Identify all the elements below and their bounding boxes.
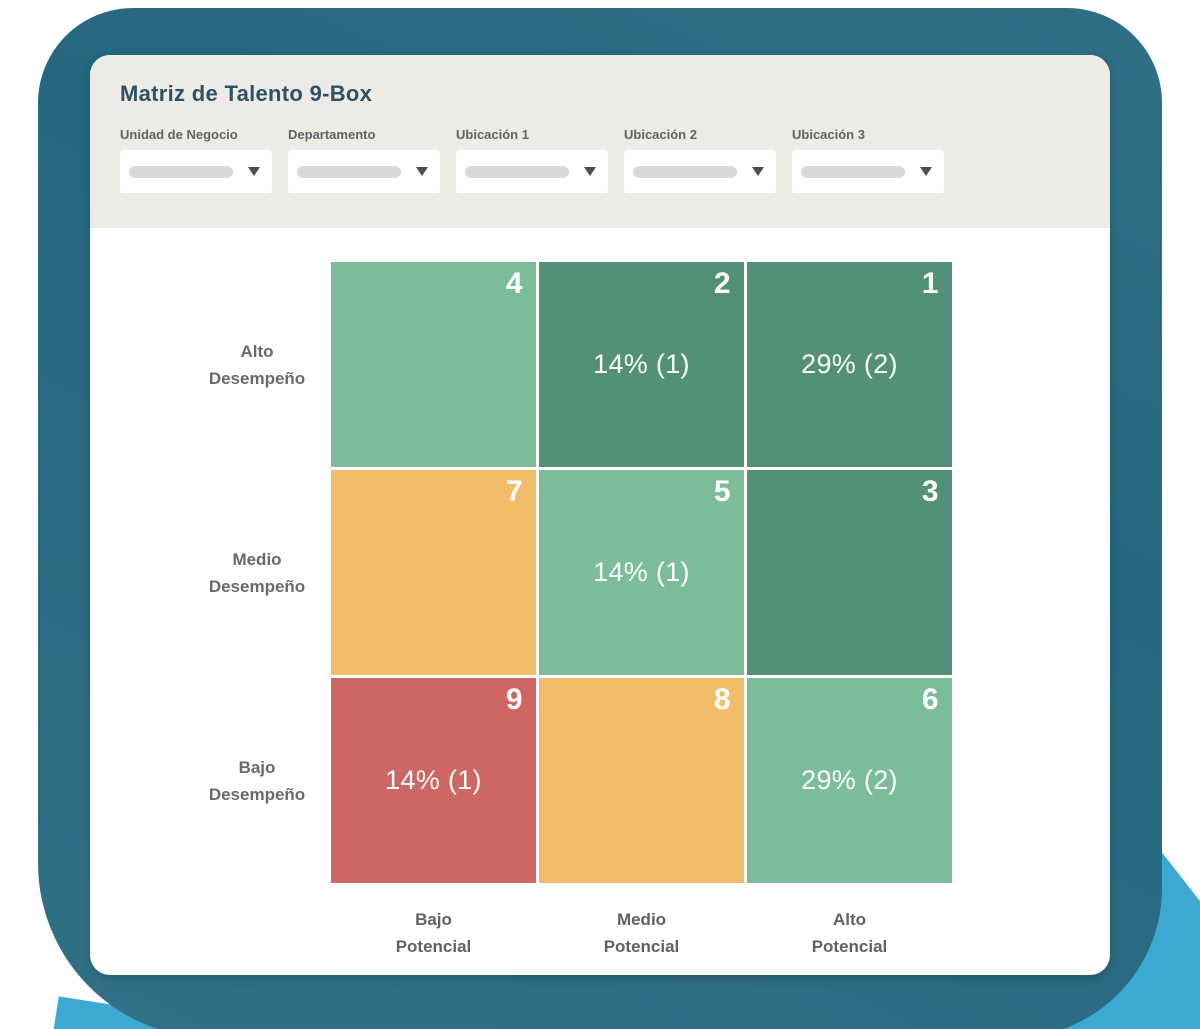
- row-label-line: Medio: [232, 549, 282, 569]
- x-axis-labels: Bajo Potencial Medio Potencial Alto Pote…: [331, 898, 952, 960]
- matrix-cell-8[interactable]: 8: [539, 678, 744, 883]
- card-header: Matriz de Talento 9-Box Unidad de Negoci…: [90, 55, 1110, 228]
- col-label-line: Alto: [832, 910, 867, 929]
- cell-value: 14% (1): [593, 349, 690, 379]
- filter-unidad-de-negocio: Unidad de Negocio: [120, 127, 272, 193]
- cell-number: 7: [505, 475, 523, 508]
- cell-value: [539, 678, 744, 883]
- cell-number: 8: [713, 683, 731, 716]
- filter-ubicacion-1: Ubicación 1: [456, 127, 608, 193]
- filter-label: Unidad de Negocio: [120, 127, 238, 142]
- page-title: Matriz de Talento 9-Box: [120, 81, 373, 106]
- row-label-medio-desempeno: Medio Desempeño: [182, 470, 332, 675]
- filter-ubicacion-3: Ubicación 3: [792, 127, 944, 193]
- cell-value: [747, 470, 952, 675]
- cell-value: 29% (2): [801, 349, 898, 379]
- chevron-down-icon: [584, 167, 596, 176]
- filter-dropdown-ubicacion-3[interactable]: [792, 150, 944, 193]
- dropdown-placeholder-bar: [129, 165, 233, 178]
- cell-number: 5: [713, 475, 731, 508]
- matrix-cell-7[interactable]: 7: [331, 470, 536, 675]
- col-label-line: Bajo: [415, 910, 452, 929]
- row-label-line: Desempeño: [208, 368, 306, 388]
- cell-value: 14% (1): [385, 765, 482, 795]
- matrix-cell-1[interactable]: 1 29% (2): [747, 262, 952, 467]
- matrix-cell-9[interactable]: 9 14% (1): [331, 678, 536, 883]
- y-axis-labels: Alto Desempeño Medio Desempeño Bajo Dese…: [182, 262, 332, 883]
- col-label-line: Potencial: [811, 937, 888, 956]
- row-label-line: Desempeño: [208, 576, 306, 596]
- col-label-line: Potencial: [395, 937, 472, 956]
- filter-label: Ubicación 3: [792, 127, 865, 142]
- cell-value: 29% (2): [801, 765, 898, 795]
- row-label-bajo-desempeno: Bajo Desempeño: [182, 678, 332, 883]
- col-label-medio-potencial: Medio Potencial: [539, 898, 744, 960]
- filter-label: Ubicación 1: [456, 127, 529, 142]
- row-label-line: Desempeño: [208, 784, 306, 804]
- dropdown-placeholder-bar: [297, 165, 401, 178]
- cell-value: [331, 470, 536, 675]
- col-label-alto-potencial: Alto Potencial: [747, 898, 952, 960]
- cell-number: 9: [505, 683, 523, 716]
- col-label-line: Potencial: [603, 937, 680, 956]
- col-label-line: Medio: [616, 910, 667, 929]
- filter-departamento: Departamento: [288, 127, 440, 193]
- filter-bar: Unidad de Negocio Departamento Ubicación…: [120, 127, 1080, 193]
- chevron-down-icon: [752, 167, 764, 176]
- cell-number: 4: [505, 267, 523, 300]
- matrix-cell-4[interactable]: 4: [331, 262, 536, 467]
- filter-dropdown-ubicacion-2[interactable]: [624, 150, 776, 193]
- chevron-down-icon: [248, 167, 260, 176]
- matrix-cell-3[interactable]: 3: [747, 470, 952, 675]
- cell-value: [331, 262, 536, 467]
- matrix-cell-2[interactable]: 2 14% (1): [539, 262, 744, 467]
- dropdown-placeholder-bar: [633, 165, 737, 178]
- matrix-area: Alto Desempeño Medio Desempeño Bajo Dese…: [90, 228, 1110, 975]
- row-label-line: Bajo: [238, 757, 276, 777]
- chevron-down-icon: [416, 167, 428, 176]
- row-label-line: Alto: [240, 341, 274, 361]
- cell-number: 2: [713, 267, 731, 300]
- filter-ubicacion-2: Ubicación 2: [624, 127, 776, 193]
- matrix-cell-5[interactable]: 5 14% (1): [539, 470, 744, 675]
- nine-box-grid: 4 2 14% (1) 1 29% (2) 7 5 14% (1): [331, 262, 952, 883]
- cell-number: 1: [921, 267, 939, 300]
- row-label-alto-desempeno: Alto Desempeño: [182, 262, 332, 467]
- dropdown-placeholder-bar: [801, 165, 905, 178]
- filter-dropdown-departamento[interactable]: [288, 150, 440, 193]
- report-card: Matriz de Talento 9-Box Unidad de Negoci…: [90, 55, 1110, 975]
- filter-label: Ubicación 2: [624, 127, 697, 142]
- chevron-down-icon: [920, 167, 932, 176]
- dropdown-placeholder-bar: [465, 165, 569, 178]
- filter-dropdown-ubicacion-1[interactable]: [456, 150, 608, 193]
- col-label-bajo-potencial: Bajo Potencial: [331, 898, 536, 960]
- matrix-cell-6[interactable]: 6 29% (2): [747, 678, 952, 883]
- filter-label: Departamento: [288, 127, 376, 142]
- cell-number: 6: [921, 683, 939, 716]
- cell-number: 3: [921, 475, 939, 508]
- filter-dropdown-unidad-de-negocio[interactable]: [120, 150, 272, 193]
- cell-value: 14% (1): [593, 557, 690, 587]
